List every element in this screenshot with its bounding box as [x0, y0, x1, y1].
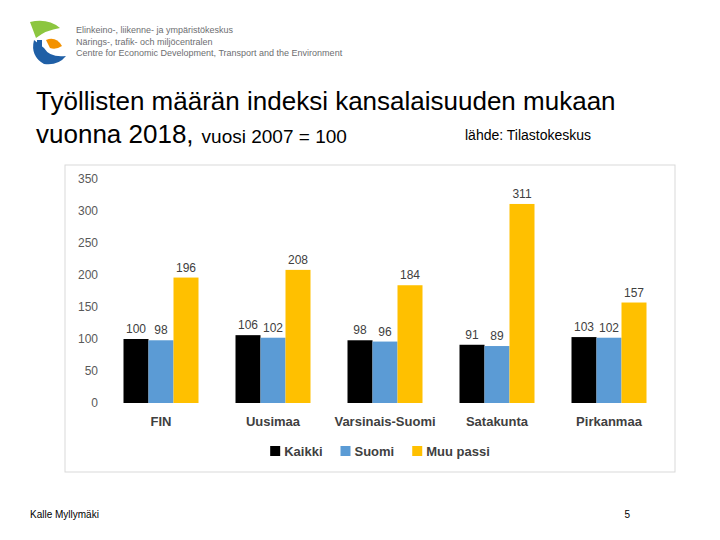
data-label: 196 — [176, 261, 196, 275]
data-label: 311 — [512, 187, 531, 201]
legend-label: Kaikki — [284, 444, 322, 459]
legend-swatch — [270, 446, 280, 456]
y-tick-label: 50 — [85, 364, 99, 378]
data-label: 89 — [490, 329, 504, 343]
bar — [597, 338, 622, 403]
page-number: 5 — [624, 509, 630, 520]
title: vuonna 2018, — [36, 119, 194, 149]
data-labels: 100 98 196 106 102 208 98 96 184 91 89 311 103 102 157 — [126, 187, 644, 343]
y-tick-label: 0 — [91, 396, 98, 410]
x-tick-label: Pirkanmaa — [576, 414, 643, 429]
canvas: Elinkeino-, liikenne- ja ympäristökeskus… — [0, 0, 720, 540]
data-label: 98 — [154, 323, 168, 337]
bar — [174, 278, 199, 403]
title: Työllisten määrän indeksi kansalaisuuden… — [36, 86, 616, 116]
slide: {"slide": { "logo_lines": ["Elinkeino-, … — [0, 0, 720, 540]
logo: Elinkeino-, liikenne- ja ympäristökeskus… — [30, 21, 343, 64]
bar — [348, 340, 373, 403]
y-tick-label: 350 — [78, 172, 98, 186]
bar — [572, 337, 597, 403]
bar — [286, 270, 311, 403]
bar — [622, 303, 647, 403]
data-label: 102 — [263, 321, 283, 335]
y-tick-label: 200 — [78, 268, 98, 282]
data-label: 100 — [126, 322, 146, 336]
source: lähde: Tilastokeskus — [465, 127, 591, 143]
bar — [510, 204, 535, 403]
chart-frame — [65, 165, 675, 472]
y-tick-label: 300 — [78, 204, 98, 218]
bars — [124, 204, 647, 403]
logo-dot — [46, 39, 62, 49]
data-label: 96 — [378, 325, 392, 339]
data-label: 106 — [238, 318, 258, 332]
logo-text: Elinkeino-, liikenne- ja ympäristökeskus — [76, 25, 234, 35]
x-tick-label: Uusimaa — [246, 414, 301, 429]
legend-label: Suomi — [355, 444, 395, 459]
data-label: 208 — [288, 253, 308, 267]
bar — [398, 285, 423, 403]
subtitle: vuosi 2007 = 100 — [202, 126, 347, 147]
bar — [261, 338, 286, 403]
data-label: 102 — [599, 321, 619, 335]
legend: Kaikki Suomi Muu passi — [270, 444, 490, 459]
x-tick-label: FIN — [151, 414, 172, 429]
legend-swatch — [412, 446, 422, 456]
y-tick-label: 250 — [78, 236, 98, 250]
bar — [373, 342, 398, 403]
x-tick-label: Satakunta — [466, 414, 529, 429]
y-tick-label: 150 — [78, 300, 98, 314]
bar — [460, 345, 485, 403]
logo-leaf — [30, 21, 60, 38]
data-label: 157 — [624, 286, 644, 300]
bar — [485, 346, 510, 403]
y-tick-label: 100 — [78, 332, 98, 346]
logo-text: Närings-, trafik- och miljöcentralen — [76, 37, 213, 47]
data-label: 103 — [574, 320, 594, 334]
legend-label: Muu passi — [426, 444, 490, 459]
bar — [236, 335, 261, 403]
author: Kalle Myllymäki — [30, 509, 99, 520]
data-label: 98 — [353, 323, 367, 337]
x-tick-label: Varsinais-Suomi — [334, 414, 435, 429]
data-label: 91 — [465, 328, 479, 342]
data-label: 184 — [400, 268, 420, 282]
bar — [124, 339, 149, 403]
legend-swatch — [341, 446, 351, 456]
logo-bar — [37, 40, 42, 60]
bar — [149, 340, 174, 403]
logo-text: Centre for Economic Development, Transpo… — [76, 48, 343, 58]
